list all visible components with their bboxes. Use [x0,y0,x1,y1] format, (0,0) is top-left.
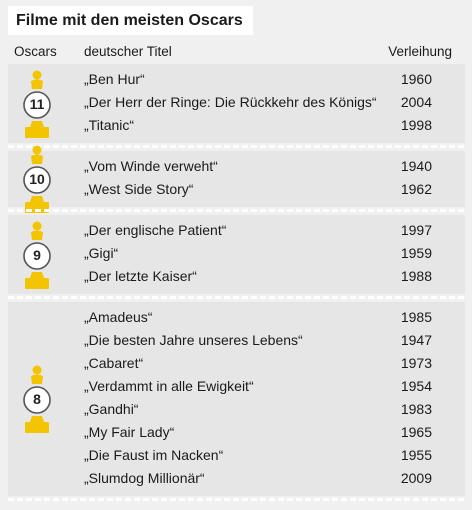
award-year: 2004 [400,94,432,110]
award-year: 2009 [400,470,432,486]
film-title: „Der Herr der Ringe: Die Rückkehr des Kö… [84,94,377,110]
film-title: „Titanic“ [84,117,135,133]
award-year: 1988 [400,268,432,284]
film-title: „West Side Story“ [84,181,194,197]
award-year: 1954 [400,378,432,394]
film-title: „Slumdog Millionär“ [84,470,205,486]
film-title: „Verdammt in alle Ewigkeit“ [84,378,254,394]
table-row: „Die Faust im Nacken“ 1955 [84,444,432,466]
oscar-group-9: 9 „Der englische Patient“ 1997 „Gigi“ 1959 „D… [8,215,465,299]
film-title: „Vom Winde verweht“ [84,158,218,174]
oscar-statue-icon: 8 [22,364,52,434]
table-row: „Titanic“ 1998 [84,114,432,136]
table-row: „Vom Winde verweht“ 1940 [84,155,432,177]
film-title: „Die besten Jahre unseres Lebens“ [84,332,303,348]
table-row: „West Side Story“ 1962 [84,178,432,200]
oscar-statue-icon: 10 [22,144,52,214]
table-row: „Der letzte Kaiser“ 1988 [84,265,432,287]
award-year: 1997 [400,222,432,238]
award-year: 1973 [400,355,432,371]
film-title: „Ben Hur“ [84,71,145,87]
award-year: 1940 [400,158,432,174]
film-title: „Cabaret“ [84,355,144,371]
award-year: 1985 [400,309,432,325]
table-row: „Gandhi“ 1983 [84,398,432,420]
oscar-statue-icon: 11 [22,69,52,139]
oscar-group-8: 8 „Amadeus“ 1985 „Die besten Jahre unseres … [8,302,465,501]
column-header-oscars: Oscars [14,44,57,59]
chart-title: Filme mit den meisten Oscars [8,6,253,35]
table-row: „Amadeus“ 1985 [84,306,432,328]
column-header-year: Verleihung [388,44,452,59]
oscar-group-11: 11 „Ben Hur“ 1960 „Der Herr der Ringe: Die … [8,64,465,148]
award-year: 1959 [400,245,432,261]
film-title: „Der englische Patient“ [84,222,227,238]
oscar-count: 10 [29,171,45,187]
oscar-count: 9 [33,247,41,263]
table-row: „My Fair Lady“ 1965 [84,421,432,443]
table-row: „Cabaret“ 1973 [84,352,432,374]
film-title: „My Fair Lady“ [84,424,175,440]
award-year: 1955 [400,447,432,463]
table-row: „Verdammt in alle Ewigkeit“ 1954 [84,375,432,397]
oscar-statue-icon: 9 [22,220,52,290]
film-title: „Amadeus“ [84,309,153,325]
oscar-count: 8 [33,391,41,407]
table-row: „Der Herr der Ringe: Die Rückkehr des Kö… [84,91,432,113]
film-title: „Der letzte Kaiser“ [84,268,197,284]
table-row: „Gigi“ 1959 [84,242,432,264]
column-header-title: deutscher Titel [84,44,172,59]
table-row: „Slumdog Millionär“ 2009 [84,467,432,489]
film-title: „Gandhi“ [84,401,139,417]
award-year: 1998 [400,117,432,133]
film-title: „Gigi“ [84,245,119,261]
table-row: „Die besten Jahre unseres Lebens“ 1947 [84,329,432,351]
award-year: 1962 [400,181,432,197]
table-row: „Der englische Patient“ 1997 [84,219,432,241]
award-year: 1965 [400,424,432,440]
film-title: „Die Faust im Nacken“ [84,447,224,463]
table-row: „Ben Hur“ 1960 [84,68,432,90]
award-year: 1983 [400,401,432,417]
oscar-count: 11 [29,96,45,112]
award-year: 1960 [400,71,432,87]
oscar-group-10: 10 „Vom Winde verweht“ 1940 „West Side Stor… [8,145,465,213]
award-year: 1947 [400,332,432,348]
